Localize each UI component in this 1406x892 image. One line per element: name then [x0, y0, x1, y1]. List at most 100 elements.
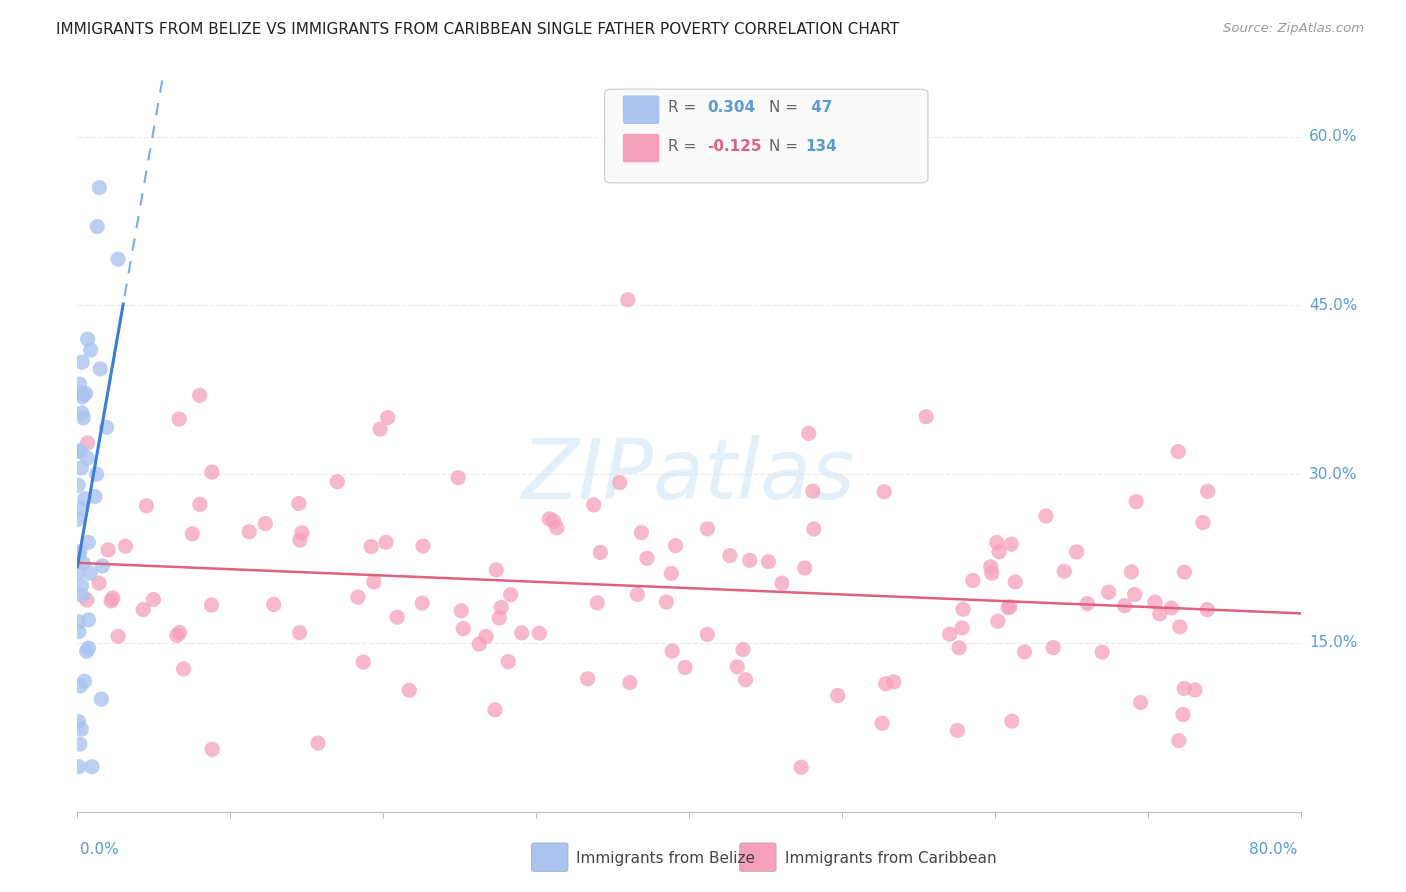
Point	[1192, 516, 1215, 530]
Point	[988, 545, 1011, 559]
Text: 47: 47	[806, 101, 832, 115]
Point	[790, 760, 813, 774]
Point	[1125, 494, 1147, 508]
Text: R =: R =	[668, 101, 702, 115]
Point	[725, 660, 748, 674]
Text: R =: R =	[668, 139, 702, 153]
Point	[998, 599, 1021, 614]
Point	[79, 566, 101, 580]
Point	[77, 535, 100, 549]
Point	[1121, 565, 1143, 579]
Point	[529, 626, 551, 640]
Point	[69, 377, 91, 392]
Point	[1091, 645, 1114, 659]
Point	[67, 714, 90, 729]
Point	[731, 642, 754, 657]
Point	[238, 524, 260, 539]
Point	[1197, 602, 1219, 616]
Point	[377, 410, 399, 425]
Point	[488, 611, 510, 625]
Point	[447, 471, 470, 485]
Text: 0.304: 0.304	[707, 101, 755, 115]
Point	[67, 444, 90, 458]
Point	[997, 600, 1019, 615]
Point	[1129, 696, 1152, 710]
Point	[661, 644, 683, 658]
Point	[90, 692, 112, 706]
Point	[510, 625, 533, 640]
Point	[617, 293, 640, 307]
Text: N =: N =	[769, 101, 803, 115]
Point	[873, 484, 896, 499]
Point	[1167, 733, 1189, 747]
Point	[696, 522, 718, 536]
Point	[980, 560, 1002, 574]
Point	[1004, 574, 1026, 589]
Text: 30.0%: 30.0%	[1309, 467, 1357, 482]
Point	[938, 627, 960, 641]
Point	[576, 672, 599, 686]
Point	[91, 558, 114, 573]
Point	[1014, 645, 1036, 659]
Point	[72, 387, 94, 401]
Point	[67, 566, 90, 580]
Point	[67, 760, 90, 774]
Point	[70, 722, 93, 736]
Point	[696, 627, 718, 641]
Point	[142, 592, 165, 607]
Point	[70, 589, 93, 603]
Point	[538, 512, 561, 526]
Point	[491, 600, 513, 615]
Point	[496, 655, 519, 669]
Point	[363, 574, 385, 589]
Point	[450, 604, 472, 618]
Point	[101, 591, 124, 605]
Point	[793, 561, 815, 575]
Point	[352, 655, 374, 669]
Text: 60.0%: 60.0%	[1309, 129, 1357, 144]
Point	[73, 491, 96, 506]
Point	[169, 625, 191, 640]
Point	[609, 475, 631, 490]
Point	[1197, 484, 1219, 499]
Point	[1000, 537, 1022, 551]
Point	[619, 675, 641, 690]
Point	[398, 683, 420, 698]
Point	[1076, 597, 1098, 611]
Text: 45.0%: 45.0%	[1309, 298, 1357, 313]
Point	[1184, 682, 1206, 697]
Point	[870, 716, 893, 731]
Point	[181, 527, 204, 541]
Point	[659, 566, 682, 581]
Point	[79, 343, 101, 357]
Point	[883, 674, 905, 689]
Point	[347, 590, 370, 604]
Point	[385, 610, 408, 624]
Point	[946, 723, 969, 738]
Point	[72, 410, 94, 425]
Point	[84, 490, 107, 504]
Point	[89, 362, 111, 376]
Point	[307, 736, 329, 750]
Point	[97, 542, 120, 557]
Point	[201, 742, 224, 756]
Point	[69, 444, 91, 458]
Point	[451, 622, 474, 636]
Point	[1042, 640, 1064, 655]
Point	[1097, 585, 1119, 599]
Point	[673, 660, 696, 674]
Point	[475, 630, 498, 644]
Point	[734, 673, 756, 687]
Point	[756, 555, 779, 569]
Point	[67, 624, 90, 639]
Point	[67, 615, 90, 629]
Point	[288, 533, 311, 548]
Point	[962, 574, 984, 588]
Point	[797, 426, 820, 441]
Point	[630, 525, 652, 540]
Point	[107, 252, 129, 266]
Point	[76, 436, 98, 450]
Point	[135, 499, 157, 513]
Point	[915, 409, 938, 424]
Point	[96, 420, 118, 434]
